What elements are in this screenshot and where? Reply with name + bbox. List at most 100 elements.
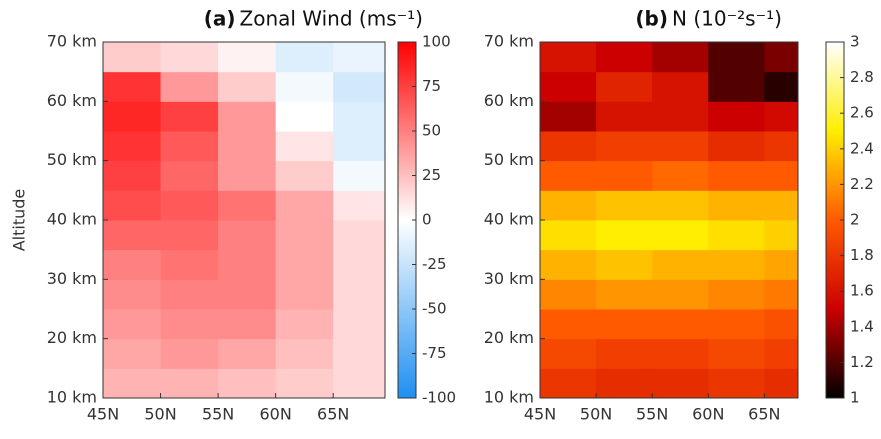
y-tick-label: 40 km	[484, 210, 534, 229]
heat-cell	[160, 160, 219, 191]
colorbar-tick-label: 50	[422, 122, 441, 140]
heat-cell	[764, 42, 798, 73]
heat-cell	[652, 42, 709, 73]
x-tick-label: 45N	[524, 405, 556, 424]
heat-cell	[218, 279, 277, 310]
heat-cell	[333, 71, 385, 102]
colorbar-tick-label: 1.6	[850, 282, 874, 300]
colorbar-tick-label: 1.4	[850, 317, 874, 335]
heat-cell	[596, 249, 653, 280]
heat-cell	[540, 249, 597, 280]
colorbar-tick-label: 3	[850, 33, 860, 51]
colorbar-tick-label: 100	[422, 33, 451, 51]
heat-cell	[275, 249, 334, 280]
heat-cell	[333, 279, 385, 310]
y-tick-label: 70 km	[484, 32, 534, 51]
heat-cell	[333, 368, 385, 398]
heat-cell	[764, 131, 798, 162]
heat-cell	[708, 160, 765, 191]
heat-cell	[540, 131, 597, 162]
heat-cell	[218, 338, 277, 369]
heat-cell	[764, 71, 798, 102]
heat-cell	[103, 71, 162, 102]
heat-cell	[652, 279, 709, 310]
heat-cell	[275, 190, 334, 221]
colorbar-tick-label: -75	[422, 344, 447, 362]
heat-cell	[708, 190, 765, 221]
heat-cell	[708, 220, 765, 251]
colorbar-tick-label: 2	[850, 211, 860, 229]
heat-cell	[103, 42, 162, 73]
heat-cell	[333, 309, 385, 340]
heat-cell	[103, 368, 162, 398]
heat-cell	[160, 71, 219, 102]
heat-cell	[160, 279, 219, 310]
colorbar-tick-label: 25	[422, 166, 441, 184]
heat-cell	[540, 338, 597, 369]
heat-cell	[275, 220, 334, 251]
y-tick-label: 60 km	[484, 91, 534, 110]
x-tick-label: 60N	[259, 405, 291, 424]
heat-cell	[764, 338, 798, 369]
heat-cell	[708, 309, 765, 340]
heat-cell	[764, 101, 798, 132]
heat-cell	[103, 249, 162, 280]
colorbar-tick-label: 2.6	[850, 104, 874, 122]
heat-cell	[708, 101, 765, 132]
panel-label: (b)	[635, 7, 668, 31]
heat-cell	[275, 71, 334, 102]
y-tick-label: 70 km	[47, 32, 97, 51]
heat-cell	[652, 220, 709, 251]
x-tick-label: 55N	[636, 405, 668, 424]
heat-cell	[103, 279, 162, 310]
heat-cell	[596, 338, 653, 369]
y-tick-label: 40 km	[47, 210, 97, 229]
heat-cell	[596, 131, 653, 162]
y-axis-label: Altitude	[10, 189, 29, 252]
x-tick-label: 50N	[144, 405, 176, 424]
heat-cell	[103, 101, 162, 132]
heat-cell	[160, 338, 219, 369]
y-tick-label: 50 km	[484, 150, 534, 169]
heatmap	[540, 42, 798, 398]
colorbar-tick-label: -100	[422, 389, 456, 407]
heat-cell	[764, 190, 798, 221]
heat-cell	[540, 101, 597, 132]
colorbar-tick-label: 1.8	[850, 246, 874, 264]
heat-cell	[103, 160, 162, 191]
x-tick-label: 65N	[748, 405, 780, 424]
y-tick-label: 10 km	[484, 388, 534, 407]
colorbar-tick-label: -25	[422, 255, 447, 273]
heat-cell	[764, 279, 798, 310]
heat-cell	[652, 338, 709, 369]
colorbar-tick-label: 1	[850, 389, 860, 407]
heat-cell	[218, 309, 277, 340]
x-tick-label: 45N	[87, 405, 119, 424]
heat-cell	[275, 131, 334, 162]
heat-cell	[103, 220, 162, 251]
heat-cell	[652, 190, 709, 221]
y-tick-label: 20 km	[484, 328, 534, 347]
heat-cell	[218, 160, 277, 191]
heat-cell	[596, 279, 653, 310]
chart-title: Zonal Wind (ms⁻¹)	[240, 7, 424, 31]
heat-cell	[275, 338, 334, 369]
heat-cell	[333, 338, 385, 369]
heat-cell	[540, 190, 597, 221]
heat-cell	[333, 42, 385, 73]
heat-cell	[160, 101, 219, 132]
heat-cell	[103, 309, 162, 340]
x-tick-label: 55N	[202, 405, 234, 424]
heat-cell	[218, 101, 277, 132]
heat-cell	[540, 279, 597, 310]
heat-cell	[596, 220, 653, 251]
heat-cell	[708, 249, 765, 280]
heat-cell	[708, 368, 765, 398]
heat-cell	[540, 220, 597, 251]
colorbar-tick-label: 1.2	[850, 353, 874, 371]
heat-cell	[764, 249, 798, 280]
heat-cell	[652, 368, 709, 398]
heat-cell	[160, 249, 219, 280]
heat-cell	[708, 42, 765, 73]
